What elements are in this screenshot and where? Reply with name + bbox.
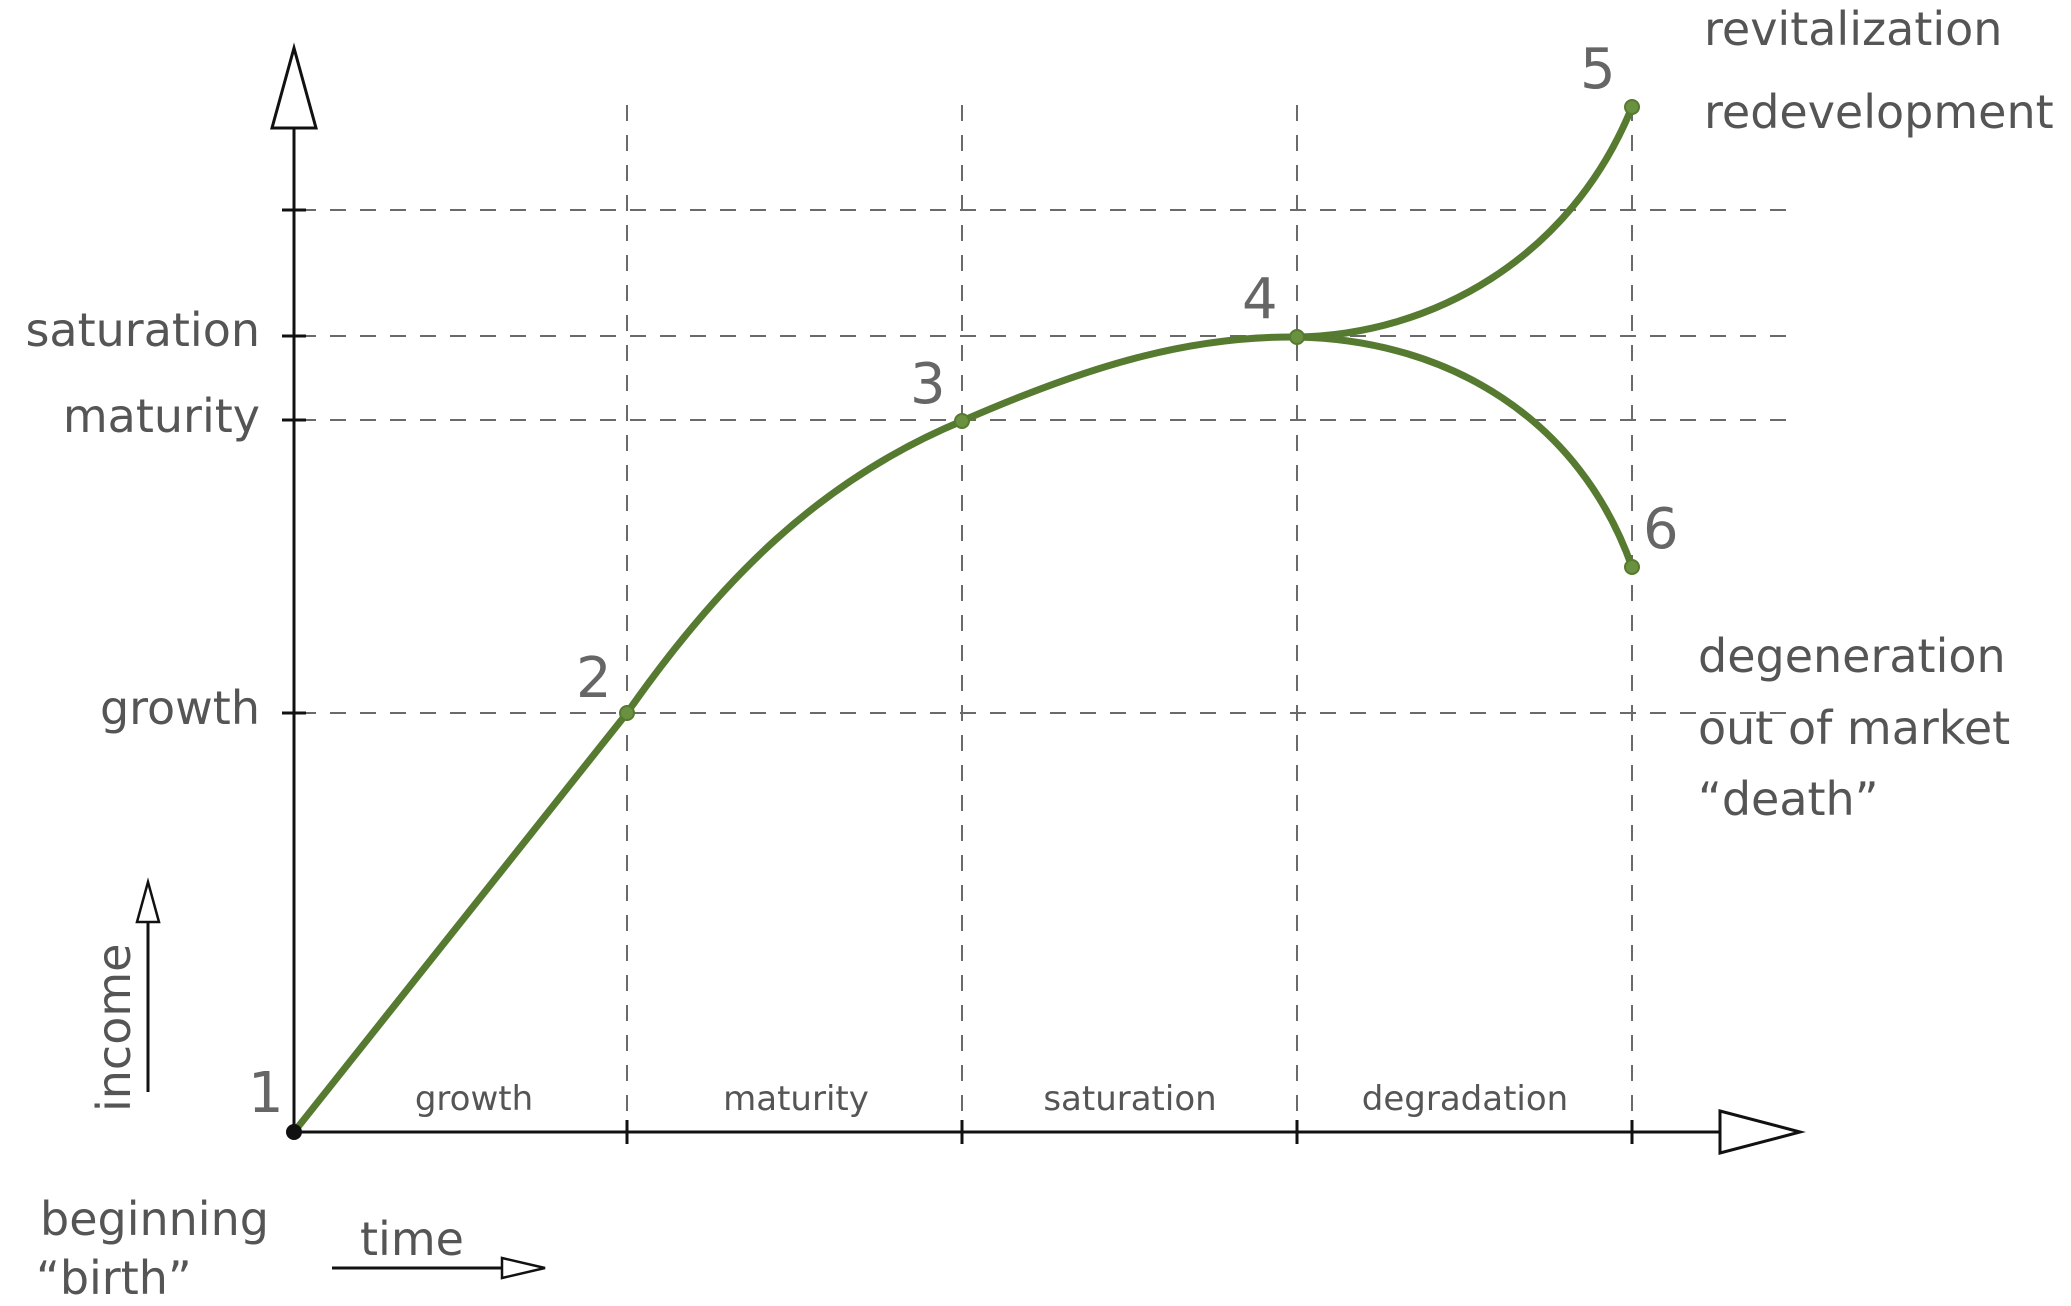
phase-label-growth: growth xyxy=(415,1079,533,1119)
point-4-label: 4 xyxy=(1242,267,1278,332)
legend-time-label: time xyxy=(360,1212,464,1266)
point-2-label: 2 xyxy=(576,646,612,711)
phase-label-maturity: maturity xyxy=(723,1079,869,1119)
annotation-beginning: beginning xyxy=(40,1192,269,1246)
point-5-marker xyxy=(1624,99,1640,115)
annotation-out-of-market: out of market xyxy=(1698,701,2010,755)
lifecycle-curve-revitalization xyxy=(1293,103,1636,341)
phase-label-saturation: saturation xyxy=(1043,1079,1216,1119)
annotation-revitalization: revitalization xyxy=(1704,2,2002,56)
legend-income-label: income xyxy=(87,944,141,1112)
lifecycle-curve-degeneration xyxy=(1293,333,1636,571)
y-label-growth: growth xyxy=(100,681,260,735)
y-axis-arrowhead xyxy=(270,42,318,130)
y-label-maturity: maturity xyxy=(63,389,260,443)
y-label-saturation: saturation xyxy=(25,303,260,357)
point-3-marker xyxy=(954,413,970,429)
point-1-marker xyxy=(286,1124,302,1140)
annotation-degeneration: degeneration xyxy=(1698,629,2006,683)
annotation-birth: “birth” xyxy=(36,1251,192,1305)
point-5-label: 5 xyxy=(1580,37,1616,102)
point-1-label: 1 xyxy=(248,1061,284,1126)
annotation-death: “death” xyxy=(1698,772,1879,826)
point-4-marker xyxy=(1289,329,1305,345)
lifecycle-curve-main xyxy=(290,333,1301,1136)
point-6-marker xyxy=(1624,559,1640,575)
phase-label-degradation: degradation xyxy=(1362,1079,1568,1119)
annotation-redevelopment: redevelopment xyxy=(1704,85,2054,139)
point-2-marker xyxy=(619,705,635,721)
x-axis-arrowhead xyxy=(1718,1109,1806,1155)
legend-income-arrowhead xyxy=(135,877,161,924)
point-3-label: 3 xyxy=(910,352,946,417)
point-6-label: 6 xyxy=(1643,497,1679,562)
legend-time-arrowhead xyxy=(500,1256,546,1280)
